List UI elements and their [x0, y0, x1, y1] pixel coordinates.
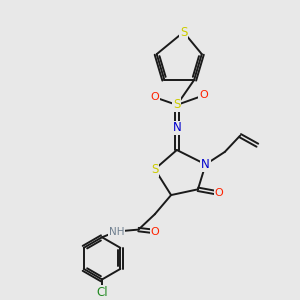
Text: NH: NH [109, 226, 124, 236]
Text: O: O [215, 188, 224, 198]
Text: N: N [172, 122, 181, 134]
Text: O: O [199, 90, 208, 100]
Text: S: S [180, 26, 187, 39]
Text: S: S [173, 98, 181, 111]
Text: Cl: Cl [96, 286, 108, 299]
Text: O: O [150, 226, 159, 236]
Text: S: S [151, 163, 158, 176]
Text: O: O [150, 92, 159, 102]
Text: N: N [201, 158, 210, 171]
